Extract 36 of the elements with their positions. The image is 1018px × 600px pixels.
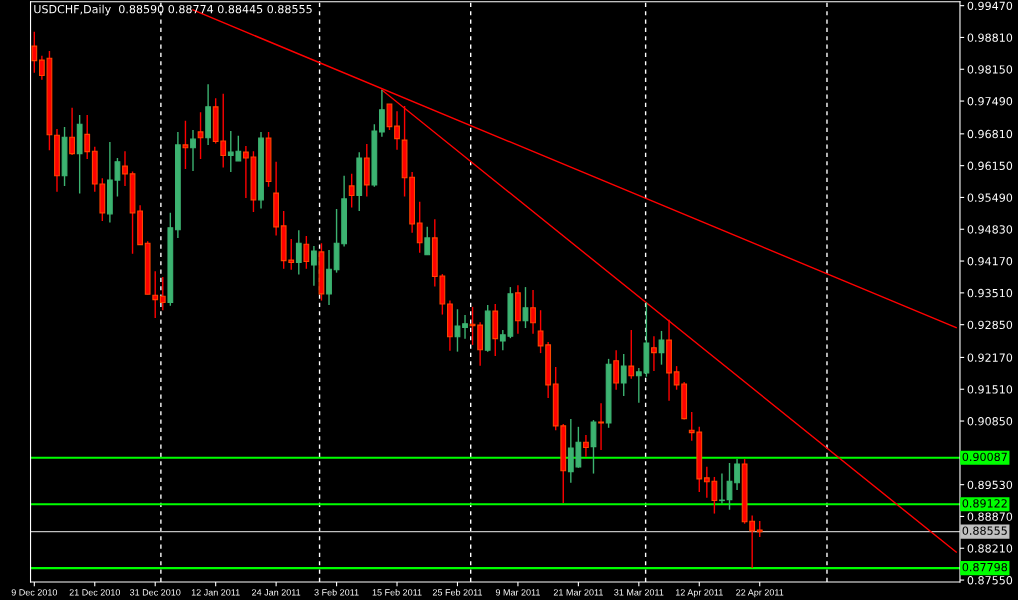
x-tick-label: 9 Mar 2011	[495, 589, 540, 596]
ref-line-label: 0.89122	[962, 499, 1007, 508]
y-tick-label: 0.91510	[967, 385, 1013, 394]
x-tick-label: 3 Feb 2011	[314, 588, 359, 596]
ref-line-label: 0.90087	[962, 452, 1007, 462]
chart-title: USDCHF,Daily 0.88590 0.88774 0.88445 0.88555	[34, 4, 312, 16]
y-tick-label: 0.92170	[967, 353, 1013, 362]
x-tick-label: 24 Jan 2011	[252, 589, 301, 596]
y-tick-label: 0.98810	[967, 33, 1013, 42]
y-tick-label: 0.93510	[967, 288, 1013, 298]
x-tick-label: 12 Apr 2011	[675, 589, 723, 598]
y-tick-label: 0.97490	[967, 97, 1013, 106]
x-tick-label: 15 Feb 2011	[372, 588, 422, 596]
x-tick-label: 12 Jan 2011	[191, 589, 240, 596]
y-tick-label: 0.88210	[967, 544, 1013, 553]
x-tick-label: 21 Mar 2011	[553, 589, 603, 596]
y-tick-label: 0.92850	[967, 320, 1013, 330]
y-tick-label: 0.94170	[967, 257, 1013, 266]
y-tick-label: 0.98150	[967, 65, 1013, 74]
x-tick-label: 31 Dec 2010	[129, 589, 181, 596]
x-tick-label: 21 Dec 2010	[69, 589, 121, 596]
y-tick-label: 0.90850	[967, 417, 1013, 426]
ref-line-label: 0.87798	[962, 562, 1008, 572]
y-tick-label: 0.95490	[967, 193, 1013, 202]
y-tick-label: 0.96150	[967, 161, 1013, 171]
x-tick-label: 25 Feb 2011	[432, 588, 483, 596]
x-tick-label: 9 Dec 2010	[11, 589, 58, 596]
y-tick-label: 0.87550	[967, 576, 1013, 585]
y-tick-label: 0.88870	[967, 512, 1013, 521]
x-tick-label: 31 Mar 2011	[614, 589, 664, 596]
y-tick-label: 0.96810	[967, 129, 1013, 139]
y-tick-label: 0.89530	[967, 480, 1013, 490]
ref-line-label: 0.88555	[962, 526, 1007, 535]
y-tick-label: 0.99470	[967, 1, 1013, 11]
x-tick-label: 22 Apr 2011	[736, 589, 784, 598]
y-tick-label: 0.94830	[967, 225, 1013, 234]
